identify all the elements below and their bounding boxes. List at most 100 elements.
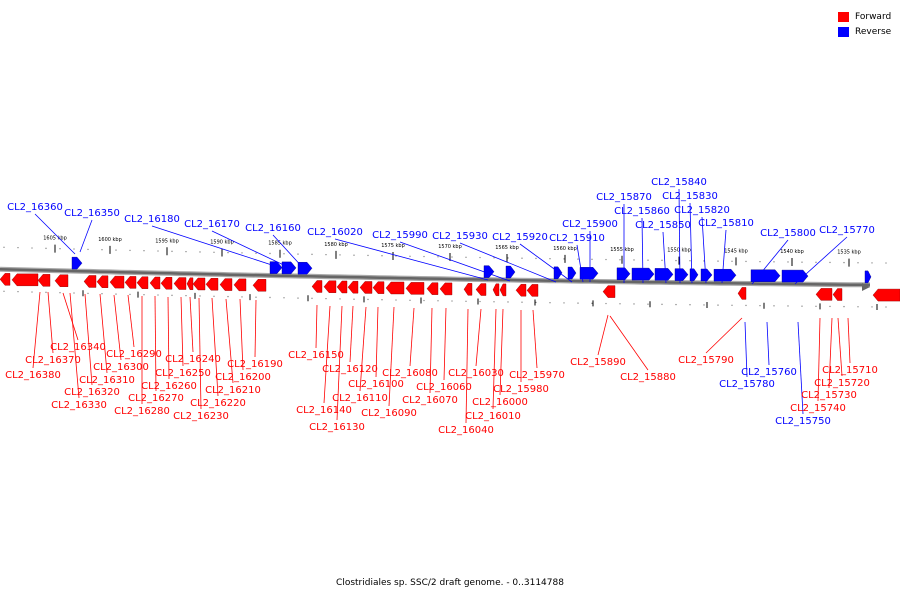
upper-scale-dot bbox=[731, 260, 733, 263]
gene-label: CL2_16360 bbox=[7, 202, 63, 213]
gene-label: CL2_15830 bbox=[662, 191, 718, 202]
upper-scale-dot bbox=[311, 253, 313, 256]
forward-gene bbox=[136, 276, 149, 289]
gene-label: CL2_15850 bbox=[635, 220, 691, 231]
reverse-gene bbox=[713, 269, 737, 282]
legend-reverse: Reverse bbox=[838, 24, 891, 39]
forward-gene bbox=[405, 282, 425, 295]
forward-gene bbox=[192, 277, 206, 291]
scale-label: 1590 kbp bbox=[210, 239, 234, 245]
upper-scale-dot bbox=[787, 261, 789, 263]
lower-scale-dot bbox=[773, 305, 775, 307]
upper-scale-dot bbox=[451, 256, 453, 258]
gene-label: CL2_16340 bbox=[50, 342, 106, 353]
forward-gene bbox=[526, 284, 539, 297]
scale-label: 1540 kbp bbox=[780, 249, 804, 255]
upper-scale-dot bbox=[87, 248, 89, 251]
upper-scale-dot bbox=[675, 259, 677, 262]
upper-scale-dot bbox=[101, 249, 103, 251]
gene-label: CL2_16120 bbox=[322, 364, 378, 375]
gene-label: CL2_16220 bbox=[190, 398, 246, 409]
lower-scale-dot bbox=[17, 290, 19, 293]
lower-scale-dot bbox=[745, 304, 747, 307]
lower-scale-dot bbox=[703, 304, 705, 306]
reverse-gene bbox=[567, 266, 577, 280]
gene-label: CL2_16010 bbox=[465, 411, 521, 422]
forward-gene bbox=[385, 281, 405, 295]
gene-leader-line bbox=[315, 304, 318, 349]
lower-scale-dot bbox=[157, 294, 159, 296]
gene-leader-line bbox=[721, 229, 727, 284]
gene-leader-line bbox=[609, 315, 649, 371]
gene-label: CL2_15740 bbox=[790, 403, 846, 414]
upper-scale-dot bbox=[255, 252, 257, 254]
scale-label: 1570 kbp bbox=[438, 244, 462, 250]
legend-forward: Forward bbox=[838, 9, 891, 24]
upper-scale-dot bbox=[325, 253, 327, 256]
lower-scale-dot bbox=[367, 298, 369, 301]
upper-scale-dot bbox=[843, 261, 845, 264]
reverse-gene bbox=[579, 267, 599, 280]
lower-scale-dot bbox=[227, 295, 229, 298]
gene-leader-line bbox=[492, 308, 497, 410]
gene-label: CL2_15810 bbox=[698, 218, 754, 229]
forward-gene bbox=[54, 274, 69, 287]
genome-backbone bbox=[0, 267, 871, 287]
scale-label: 1595 kbp bbox=[155, 238, 179, 244]
upper-scale-dot bbox=[689, 260, 691, 262]
reverse-gene bbox=[505, 265, 516, 279]
upper-scale-dot bbox=[17, 246, 19, 249]
gene-leader-line bbox=[701, 216, 707, 284]
lower-scale-dot bbox=[45, 291, 47, 294]
upper-scale-dot bbox=[227, 251, 229, 254]
reverse-gene bbox=[700, 268, 713, 282]
gene-label: CL2_16240 bbox=[165, 354, 221, 365]
gene-leader-line bbox=[597, 314, 609, 356]
gene-label: CL2_16330 bbox=[51, 400, 107, 411]
forward-gene bbox=[336, 280, 348, 294]
lower-scale-dot bbox=[437, 300, 439, 302]
lower-scale-dot bbox=[395, 299, 397, 301]
forward-gene bbox=[11, 273, 39, 287]
reverse-gene bbox=[864, 270, 872, 284]
gene-label: CL2_16180 bbox=[124, 214, 180, 225]
gene-label: CL2_16250 bbox=[155, 368, 211, 379]
lower-scale-dot bbox=[549, 301, 551, 304]
scale-label: 1585 kbp bbox=[268, 241, 292, 247]
upper-scale-dot bbox=[815, 261, 817, 264]
gene-label: CL2_15750 bbox=[775, 416, 831, 427]
gene-leader-line bbox=[828, 317, 833, 389]
gene-label: CL2_15820 bbox=[674, 205, 730, 216]
scale-label: 1575 kbp bbox=[381, 243, 405, 249]
upper-scale-dot bbox=[171, 250, 173, 253]
upper-scale-dot bbox=[73, 248, 75, 250]
lower-scale-dot bbox=[689, 304, 691, 306]
gene-leader-line bbox=[254, 299, 257, 358]
lower-scale-dot bbox=[857, 306, 859, 308]
lower-scale-dot bbox=[493, 301, 495, 303]
lower-scale-dot bbox=[409, 299, 411, 301]
forward-gene bbox=[426, 282, 439, 295]
gene-leader-line bbox=[751, 239, 789, 285]
lower-scale-dot bbox=[59, 292, 61, 294]
scale-label: 1605 kbp bbox=[43, 236, 67, 242]
lower-scale-dot bbox=[479, 300, 481, 303]
upper-scale-dot bbox=[507, 257, 509, 259]
gene-label: CL2_16070 bbox=[402, 395, 458, 406]
upper-scale-dot bbox=[801, 261, 803, 263]
gene-leader-line bbox=[766, 321, 770, 366]
upper-scale-dot bbox=[661, 259, 663, 262]
gene-label: CL2_16300 bbox=[93, 362, 149, 373]
lower-scale-dot bbox=[801, 305, 803, 307]
forward-gene bbox=[492, 283, 500, 296]
gene-label: CL2_15920 bbox=[492, 232, 548, 243]
lower-scale-dot bbox=[3, 290, 5, 293]
gene-leader-line bbox=[62, 292, 79, 341]
lower-scale-dot bbox=[381, 299, 383, 301]
lower-scale-dot bbox=[339, 298, 341, 300]
gene-label: CL2_16130 bbox=[309, 422, 365, 433]
upper-scale-dot bbox=[521, 257, 523, 259]
gene-label: CL2_15890 bbox=[570, 357, 626, 368]
gene-label: CL2_16100 bbox=[348, 379, 404, 390]
reverse-gene bbox=[654, 268, 674, 281]
